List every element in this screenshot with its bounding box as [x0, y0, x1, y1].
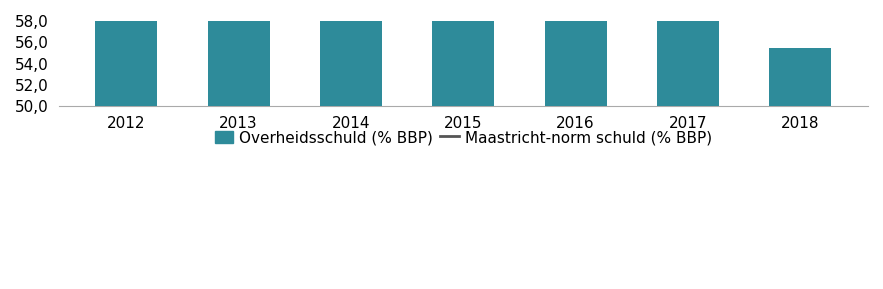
Bar [95, 0, 157, 289]
Bar [433, 0, 494, 289]
Legend: Overheidsschuld (% BBP), Maastricht-norm schuld (% BBP): Overheidsschuld (% BBP), Maastricht-norm… [208, 124, 718, 151]
Bar [545, 0, 607, 289]
Bar [657, 0, 719, 289]
Bar [208, 0, 269, 289]
Bar [320, 0, 381, 289]
Bar [769, 48, 831, 289]
